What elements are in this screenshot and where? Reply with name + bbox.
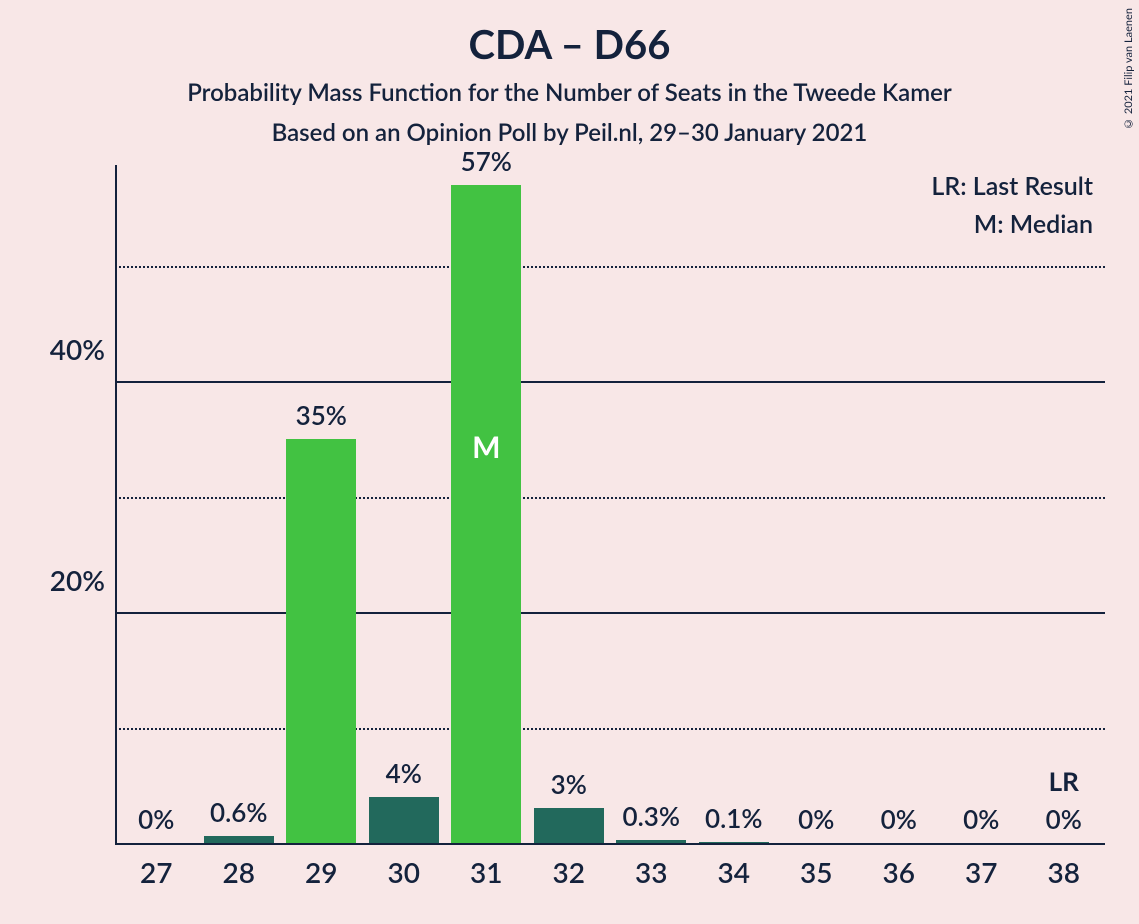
y-tick-label: 40% [50, 332, 105, 366]
bar-value-label: 0% [798, 803, 834, 835]
x-tick-label: 28 [223, 855, 255, 889]
chart-title: CDA – D66 [0, 20, 1139, 68]
bar [204, 836, 274, 843]
bar [699, 842, 769, 843]
chart-subtitle-1: Probability Mass Function for the Number… [0, 78, 1139, 107]
x-tick-label: 33 [635, 855, 667, 889]
bar [369, 797, 439, 843]
bar-value-label: 4% [386, 757, 422, 789]
x-tick-label: 30 [388, 855, 420, 889]
x-tick-label: 38 [1048, 855, 1080, 889]
legend-m: M: Median [931, 209, 1093, 239]
gridline-minor [115, 728, 1105, 730]
gridline-minor [115, 497, 1105, 499]
x-tick-label: 35 [800, 855, 832, 889]
bar [451, 185, 521, 843]
copyright-text: © 2021 Filip van Laenen [1122, 8, 1135, 130]
bar [286, 439, 356, 843]
legend-lr: LR: Last Result [931, 171, 1093, 201]
bar-value-label: 0% [138, 803, 174, 835]
x-axis [115, 843, 1105, 845]
bar-value-label: 0% [963, 803, 999, 835]
legend: LR: Last Result M: Median [931, 171, 1093, 247]
bar-value-label: 35% [296, 399, 347, 431]
bar-value-label: 0.6% [210, 796, 267, 828]
bar [616, 840, 686, 843]
bar-value-label: 3% [551, 768, 587, 800]
bar-value-label: 0.3% [623, 800, 680, 832]
gridline [115, 612, 1105, 614]
last-result-marker: LR [1049, 765, 1079, 797]
bar [534, 808, 604, 843]
x-tick-label: 32 [553, 855, 585, 889]
x-tick-label: 29 [305, 855, 337, 889]
bar-value-label: 0% [881, 803, 917, 835]
gridline-minor [115, 266, 1105, 268]
plot-area: LR: Last Result M: Median 20%40%0%270.6%… [115, 165, 1105, 845]
x-tick-label: 27 [140, 855, 172, 889]
median-marker: M [472, 429, 500, 465]
x-tick-label: 36 [883, 855, 915, 889]
x-tick-label: 34 [718, 855, 750, 889]
x-tick-label: 37 [965, 855, 997, 889]
x-tick-label: 31 [470, 855, 502, 889]
gridline [115, 381, 1105, 383]
y-tick-label: 20% [50, 563, 105, 597]
bar-value-label: 0.1% [705, 802, 762, 834]
bar-value-label: 57% [461, 145, 512, 177]
pmf-chart: CDA – D66 Probability Mass Function for … [0, 0, 1139, 924]
chart-subtitle-2: Based on an Opinion Poll by Peil.nl, 29–… [0, 118, 1139, 147]
bar-value-label: 0% [1046, 803, 1082, 835]
